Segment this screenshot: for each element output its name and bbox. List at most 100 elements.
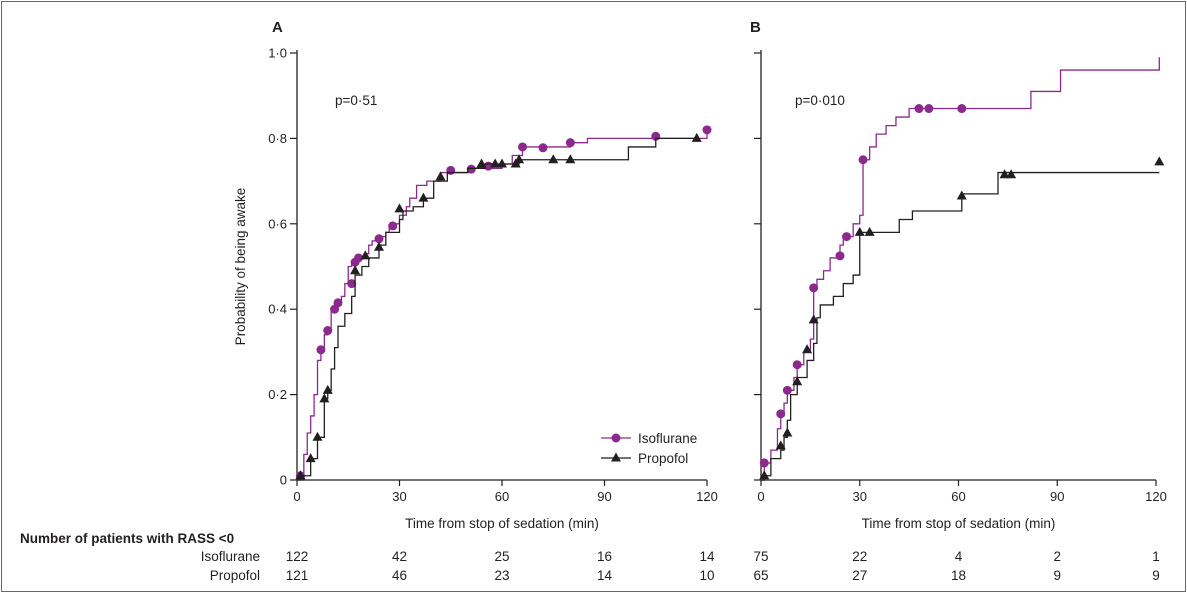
- panel-a-propofol-marker: [374, 241, 384, 251]
- risk-row-label-isoflurane: Isoflurane: [200, 549, 260, 564]
- panel-a-x-tick-label: 60: [495, 489, 509, 504]
- risk-count-propofol-b: 65: [753, 568, 769, 583]
- panel-a-y-tick-label: 0·2: [268, 387, 287, 402]
- panel-a-label: A: [272, 19, 283, 36]
- panel-a-isoflurane-marker: [388, 221, 398, 231]
- panel-a-propofol-marker: [394, 203, 405, 213]
- risk-count-isoflurane-a: 42: [391, 549, 408, 564]
- risk-count-isoflurane-a: 16: [596, 549, 613, 564]
- panel-a-p-value: p=0·51: [335, 93, 377, 108]
- panel-b-isoflurane-marker: [792, 360, 802, 370]
- panel-a-y-tick-label: 0·6: [268, 216, 287, 231]
- risk-count-propofol-b: 18: [950, 568, 967, 583]
- panel-a-isoflurane-marker: [316, 345, 326, 355]
- panel-a-propofol-marker: [435, 171, 446, 181]
- risk-count-propofol-a: 14: [596, 568, 613, 583]
- panel-b-propofol-marker: [782, 427, 793, 437]
- risk-count-propofol-b: 27: [852, 568, 868, 583]
- panel-b-propofol-marker: [1006, 169, 1017, 179]
- panel-a-propofol-marker: [514, 154, 525, 164]
- risk-count-isoflurane-a: 122: [285, 549, 309, 564]
- panel-b-isoflurane-marker: [842, 232, 852, 242]
- panel-b-propofol-marker: [864, 226, 875, 236]
- panel-b-isoflurane-marker: [782, 385, 792, 395]
- panel-b-x-tick-label: 60: [951, 489, 965, 504]
- panel-a-propofol-marker: [360, 250, 371, 260]
- legend-isoflurane-label: Isoflurane: [638, 431, 697, 446]
- risk-count-isoflurane-b: 75: [753, 549, 769, 564]
- panel-b-propofol-marker: [802, 344, 813, 354]
- panel-b-isoflurane-marker: [914, 104, 924, 114]
- panel-a-y-tick-label: 0·4: [268, 302, 287, 317]
- panel-b-label: B: [750, 19, 761, 36]
- risk-count-propofol-a: 10: [699, 568, 715, 583]
- panel-a-isoflurane-marker: [538, 143, 548, 153]
- panel-a-propofol-marker: [691, 132, 702, 142]
- panel-a-propofol-marker: [312, 431, 323, 441]
- panel-a-propofol-marker: [322, 384, 333, 394]
- panel-a-propofol-marker: [565, 154, 576, 164]
- panel-a-propofol-marker: [319, 393, 330, 403]
- panel-b-isoflurane-marker: [776, 409, 786, 419]
- risk-count-isoflurane-b: 2: [1053, 549, 1061, 564]
- panel-a-propofol-marker: [476, 158, 487, 168]
- risk-count-propofol-b: 9: [1152, 568, 1160, 583]
- risk-row-label-propofol: Propofol: [209, 568, 260, 583]
- panel-b-propofol-marker: [956, 190, 967, 200]
- panel-b-propofol-marker: [854, 226, 865, 236]
- panel-a-propofol-curve: [297, 137, 697, 481]
- panel-a-propofol-marker: [295, 470, 306, 480]
- panel-b-isoflurane-marker: [759, 458, 769, 468]
- panel-b-isoflurane-marker: [858, 155, 868, 165]
- panel-b-propofol-curve: [761, 171, 1160, 481]
- legend-isoflurane-marker: [611, 433, 621, 443]
- panel-a-y-tick-label: 0: [280, 473, 287, 488]
- panel-b-propofol-marker: [759, 470, 770, 480]
- panel-a-x-tick-label: 30: [392, 489, 406, 504]
- panel-b-propofol-marker: [808, 314, 819, 324]
- panel-b-x-tick-label: 0: [757, 489, 764, 504]
- panel-b-isoflurane-curve: [761, 57, 1160, 481]
- panel-b-isoflurane-marker: [835, 251, 845, 261]
- panel-a-isoflurane-marker: [702, 125, 712, 135]
- panel-b-x-tick-label: 90: [1050, 489, 1064, 504]
- panel-a-propofol-marker: [548, 154, 559, 164]
- risk-count-propofol-a: 46: [391, 568, 408, 583]
- legend-propofol-label: Propofol: [638, 451, 688, 466]
- panel-b-propofol-marker: [792, 376, 803, 386]
- panel-a-propofol-marker: [497, 158, 507, 168]
- panel-a-isoflurane-curve: [297, 129, 708, 481]
- panel-a-y-tick-label: 1·0: [268, 46, 287, 61]
- panel-a-isoflurane-marker: [333, 298, 343, 308]
- panel-a-y-tick-label: 0·8: [268, 131, 287, 146]
- risk-count-propofol-a: 121: [285, 568, 309, 583]
- panel-a-isoflurane-marker: [323, 326, 333, 336]
- panel-a-propofol-marker: [418, 192, 429, 202]
- panel-b-isoflurane-marker: [957, 104, 967, 114]
- panel-a-x-tick-label: 120: [696, 489, 718, 504]
- panel-b-propofol-marker: [775, 440, 786, 450]
- risk-count-isoflurane-a: 25: [494, 549, 510, 564]
- panel-a-y-axis-label: Probability of being awake: [233, 188, 248, 346]
- risk-count-isoflurane-b: 1: [1152, 549, 1160, 564]
- risk-count-isoflurane-a: 14: [699, 549, 715, 564]
- risk-table-title: Number of patients with RASS <0: [20, 531, 235, 546]
- panel-b-p-value: p=0·010: [795, 93, 845, 108]
- panel-a-isoflurane-marker: [466, 164, 476, 174]
- panel-a-x-tick-label: 90: [597, 489, 611, 504]
- panel-a-propofol-marker: [490, 158, 501, 168]
- panel-a-isoflurane-marker: [565, 138, 575, 148]
- panel-b-isoflurane-marker: [809, 283, 819, 293]
- panel-b-isoflurane-marker: [924, 104, 934, 114]
- panel-a-isoflurane-marker: [518, 142, 527, 152]
- legend-propofol-marker: [611, 452, 621, 462]
- panel-b-propofol-marker: [1154, 156, 1165, 166]
- risk-count-isoflurane-b: 22: [852, 549, 868, 564]
- panel-b-x-axis-label: Time from stop of sedation (min): [862, 516, 1056, 531]
- panel-a-isoflurane-marker: [354, 253, 363, 263]
- panel-a-propofol-marker: [305, 453, 316, 463]
- panel-b-x-tick-label: 30: [853, 489, 867, 504]
- panel-b-propofol-marker: [999, 169, 1010, 179]
- panel-a-x-tick-label: 0: [293, 489, 300, 504]
